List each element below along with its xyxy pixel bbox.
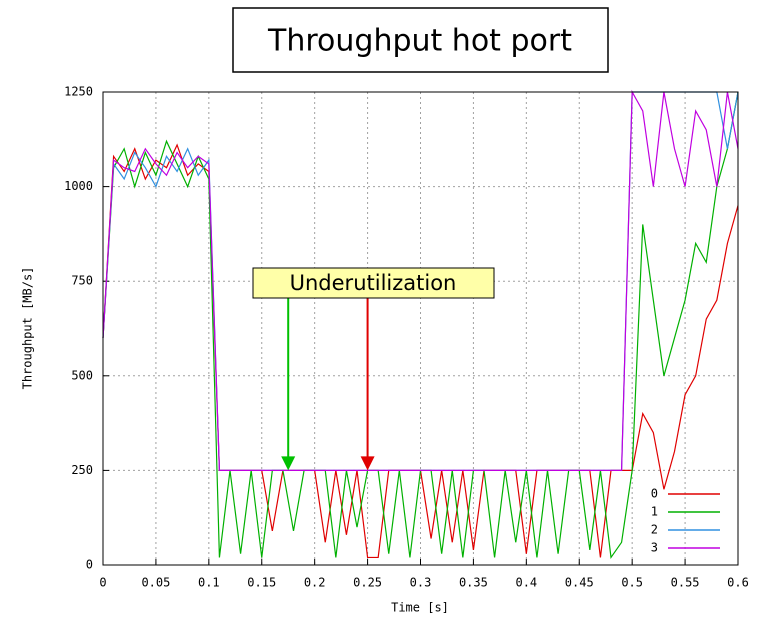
x-tick-label: 0.15 [247,576,276,590]
x-tick-label: 0.1 [198,576,220,590]
x-tick-label: 0.35 [459,576,488,590]
x-tick-label: 0.3 [410,576,432,590]
x-tick-label: 0.55 [671,576,700,590]
chart-title: Throughput hot port [267,24,572,59]
x-tick-label: 0.25 [353,576,382,590]
legend-label: 1 [651,505,658,519]
legend-label: 0 [651,487,658,501]
legend-label: 3 [651,541,658,555]
x-tick-label: 0 [99,576,106,590]
y-tick-label: 500 [71,368,93,382]
plot-frame [102,91,739,566]
annotation-box [252,267,495,299]
title-box [232,7,609,73]
y-tick-label: 1000 [64,179,93,193]
x-tick-label: 0.2 [304,576,326,590]
arrow-head [281,456,296,471]
y-axis-label: Throughput [MB/s] [21,267,35,390]
arrow-head [360,456,375,471]
legend-label: 2 [651,523,658,537]
y-tick-label: 250 [71,463,93,477]
y-tick-label: 1250 [64,85,93,99]
x-tick-label: 0.45 [565,576,594,590]
series-line [102,143,739,559]
x-tick-label: 0.4 [515,576,537,590]
y-tick-label: 750 [71,274,93,288]
x-axis-label: Time [s] [391,601,449,615]
x-tick-label: 0.6 [727,576,749,590]
x-tick-label: 0.05 [141,576,170,590]
annotation-text: Underutilization [290,271,457,295]
x-tick-label: 0.5 [621,576,643,590]
y-tick-label: 0 [86,558,93,572]
